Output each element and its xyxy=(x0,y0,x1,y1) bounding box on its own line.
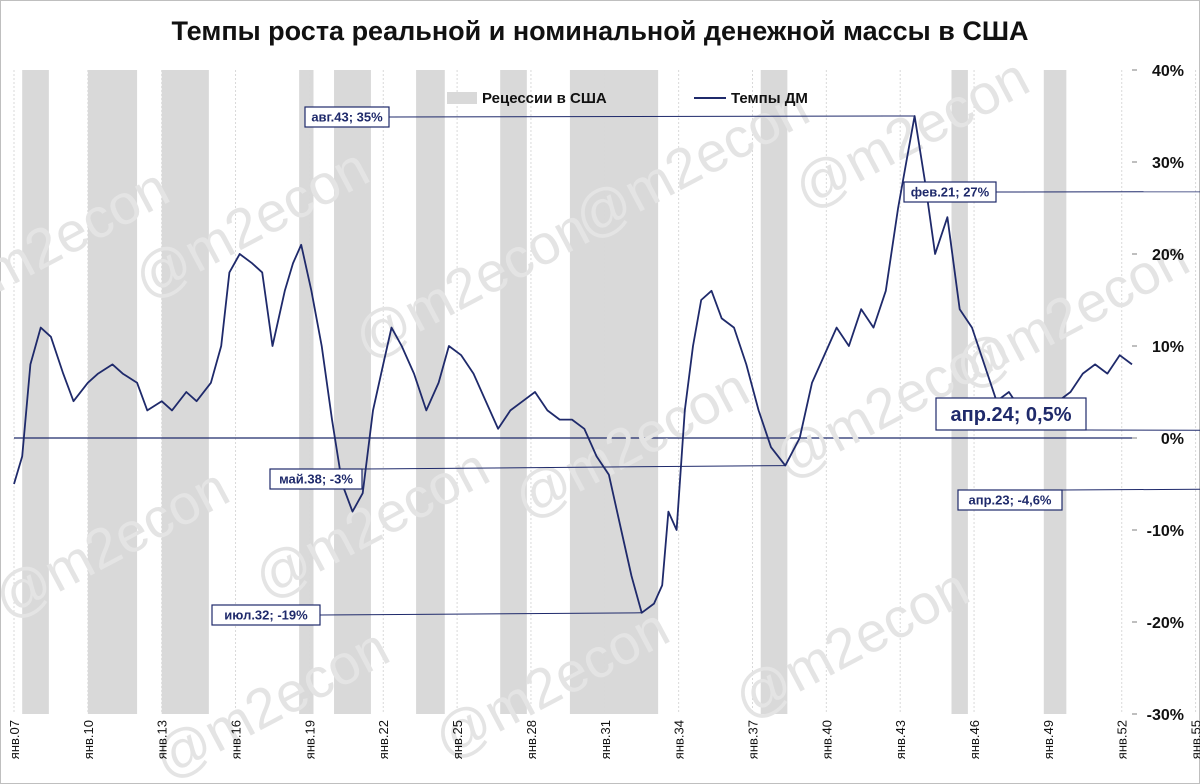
chart-title: Темпы роста реальной и номинальной денеж… xyxy=(171,16,1029,46)
legend: Рецессии в США Темпы ДМ xyxy=(447,90,808,107)
y-tick-label: -20% xyxy=(1147,615,1184,632)
x-tick-label: янв.46 xyxy=(967,720,982,759)
x-tick-label: янв.19 xyxy=(302,720,317,759)
x-tick-label: янв.16 xyxy=(229,720,244,759)
legend-label: Темпы ДМ xyxy=(731,90,808,107)
y-tick-label: -10% xyxy=(1147,523,1184,540)
annotation-label: авг.43; 35% xyxy=(311,110,383,125)
legend-swatch-recession xyxy=(447,92,477,104)
x-tick-label: янв.28 xyxy=(524,720,539,759)
recession-band xyxy=(299,70,314,714)
x-tick-label: янв.52 xyxy=(1115,720,1130,759)
y-tick-label: 10% xyxy=(1152,339,1184,356)
annotation-box xyxy=(903,181,997,203)
y-tick-label: 0% xyxy=(1161,431,1184,448)
x-tick-label: янв.25 xyxy=(450,720,465,759)
annotation-leader xyxy=(361,465,786,470)
recession-band xyxy=(22,70,49,714)
x-tick-label: янв.07 xyxy=(7,720,22,759)
annotation-label: май.38; -3% xyxy=(279,472,353,487)
watermark-text: @m2econ xyxy=(343,195,599,371)
recession-band xyxy=(334,70,371,714)
recession-band xyxy=(1043,70,1067,714)
x-tick-labels: янв.07 янв.10 янв.13 янв.16 янв.19 янв.22 янв.… xyxy=(7,720,1200,759)
y-tick-labels: -30% -20% -10% 0% 10% 20% 30% 40% xyxy=(1132,63,1184,724)
annotation-label: апр.24; 0,5% xyxy=(950,404,1071,426)
x-tick-label: янв.34 xyxy=(672,720,687,759)
recession-band xyxy=(87,70,138,714)
annotations: авг.43; 35% фев.21; 27% май.38; -3% июл.32;… xyxy=(211,106,1200,626)
series xyxy=(13,115,1133,614)
x-tick-label: янв.43 xyxy=(893,720,908,759)
series-line xyxy=(13,115,1133,614)
annotation-label: фев.21; 27% xyxy=(911,185,990,200)
annotation-leader xyxy=(1061,488,1200,491)
y-tick-label: 20% xyxy=(1152,247,1184,264)
x-tick-label: янв.49 xyxy=(1041,720,1056,759)
x-tick-label: янв.13 xyxy=(155,720,170,759)
recession-band xyxy=(500,70,527,714)
y-tick-label: 40% xyxy=(1152,63,1184,80)
x-tick-label: янв.22 xyxy=(376,720,391,759)
annotation-leader xyxy=(995,191,1200,193)
annotation-leader xyxy=(319,612,642,616)
legend-label: Рецессии в США xyxy=(482,90,607,107)
annotation-leader xyxy=(388,115,915,118)
annotation-box xyxy=(935,397,1087,431)
recession-band xyxy=(569,70,659,714)
y-tick-label: -30% xyxy=(1147,707,1184,724)
annotation-label: июл.32; -19% xyxy=(224,608,308,623)
annotation-box xyxy=(211,604,321,626)
recession-bands xyxy=(22,70,1067,714)
recession-band xyxy=(951,70,968,714)
y-tick-label: 30% xyxy=(1152,155,1184,172)
x-tick-label: янв.10 xyxy=(81,720,96,759)
annotation-box xyxy=(269,468,363,490)
x-tick-label: янв.37 xyxy=(745,720,760,759)
x-tick-label: янв.55 xyxy=(1189,720,1200,759)
recession-band xyxy=(760,70,788,714)
annotation-label: апр.23; -4,6% xyxy=(969,493,1052,508)
annotation-box xyxy=(957,489,1063,511)
annotation-box xyxy=(304,106,390,128)
x-tick-label: янв.40 xyxy=(819,720,834,759)
x-tick-label: янв.31 xyxy=(598,720,613,759)
